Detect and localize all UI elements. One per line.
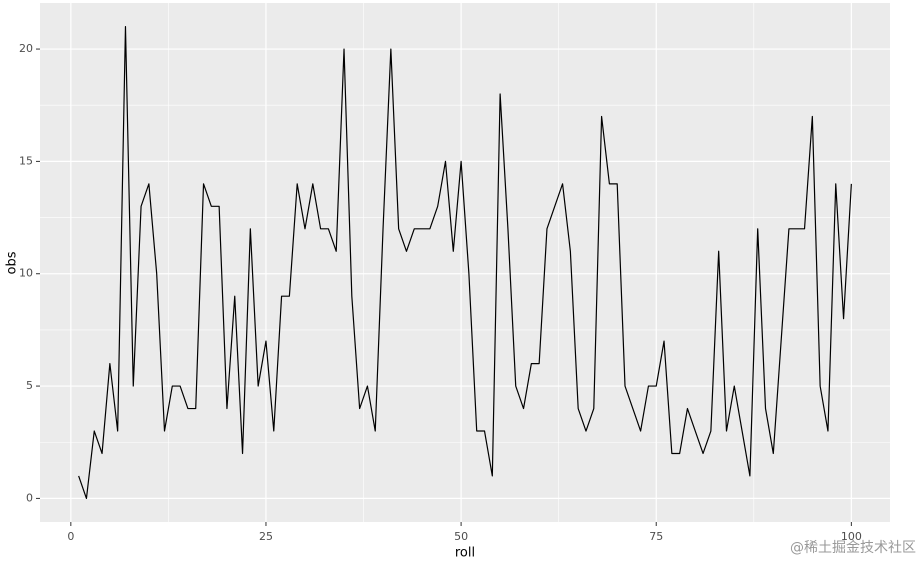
y-tick-label: 0 xyxy=(26,491,33,504)
y-tick-label: 5 xyxy=(26,379,33,392)
x-tick-label: 75 xyxy=(649,530,663,543)
x-tick-label: 0 xyxy=(67,530,74,543)
watermark: @稀土掘金技术社区 xyxy=(790,540,916,556)
x-tick-label: 100 xyxy=(841,530,862,543)
x-axis-title: roll xyxy=(455,546,475,561)
y-axis-title: obs xyxy=(5,251,20,274)
x-tick-label: 50 xyxy=(454,530,468,543)
y-tick-label: 20 xyxy=(19,42,33,55)
y-tick-label: 10 xyxy=(19,267,33,280)
data-line xyxy=(78,25,852,500)
plot-panel xyxy=(40,3,890,522)
x-tick-label: 25 xyxy=(259,530,273,543)
y-tick-label: 15 xyxy=(19,154,33,167)
